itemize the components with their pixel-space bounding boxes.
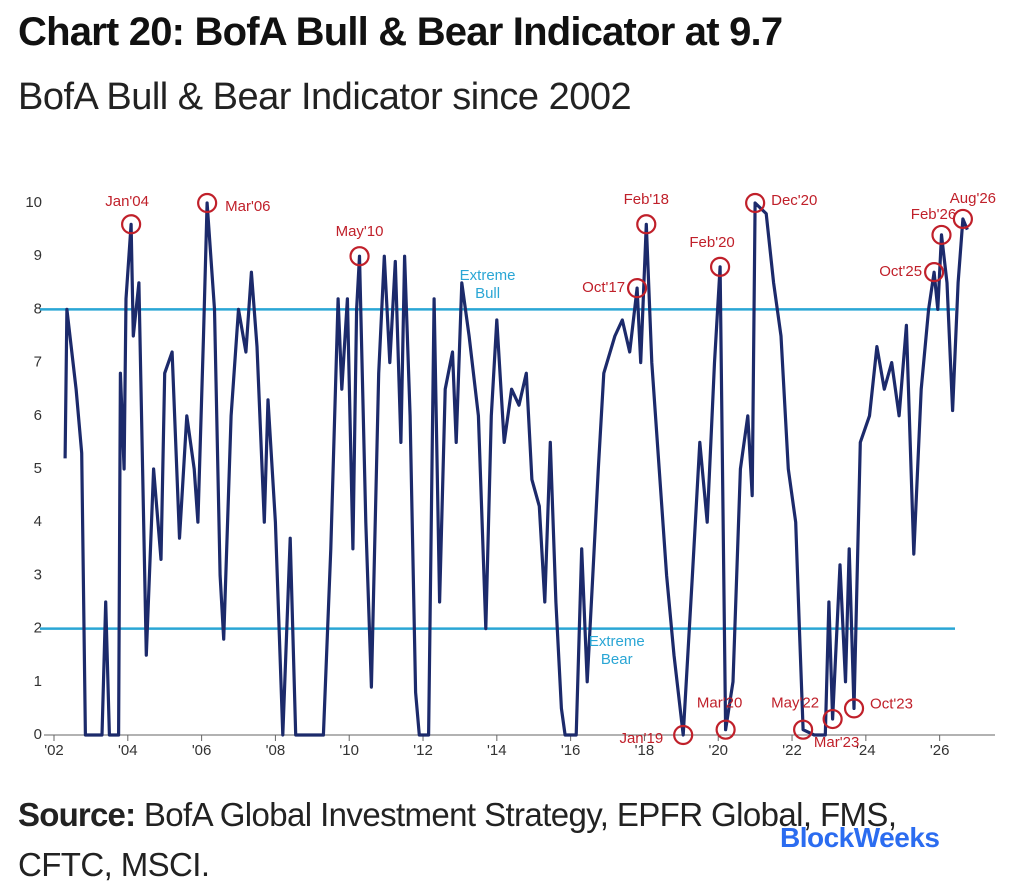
reference-label: Extreme Bull: [459, 267, 516, 303]
x-tick-label: '14: [487, 742, 507, 759]
annotation-label: May'10: [336, 223, 384, 240]
annotation-circle: [822, 708, 843, 730]
x-tick-label: '24: [856, 742, 876, 759]
annotation-label: Oct'23: [870, 695, 913, 712]
annotation-circle: [626, 278, 648, 299]
source-note: Source: BofA Global Investment Strategy,…: [18, 790, 978, 890]
annotation-label: Jan'04: [105, 193, 149, 210]
annotation-circle: [745, 192, 766, 214]
annotation-circle: [121, 214, 142, 235]
annotation-circle: [673, 724, 694, 746]
annotation-circle: [715, 719, 736, 740]
watermark: BlockWeeks: [780, 822, 940, 853]
annotation-label: Dec'20: [771, 192, 817, 209]
annotation-circle: [709, 256, 731, 277]
x-tick-label: '04: [118, 742, 138, 759]
annotation-circle: [924, 262, 945, 283]
annotation-circle: [636, 214, 657, 235]
x-tick-label: '12: [413, 742, 433, 759]
annotation-label: Feb'18: [624, 191, 669, 208]
x-tick-label: '18: [635, 742, 655, 759]
y-tick-label: 4: [34, 513, 42, 530]
annotation-label: Feb'26: [911, 206, 956, 223]
annotation-label: Oct'25: [879, 263, 922, 280]
annotation-circle: [952, 208, 973, 230]
y-tick-label: 2: [34, 620, 42, 637]
annotation-circle: [843, 698, 865, 719]
y-tick-label: 1: [34, 673, 42, 690]
source-label: Source:: [18, 796, 136, 833]
annotation-label: Mar'20: [697, 695, 742, 712]
x-tick-label: '02: [44, 742, 64, 759]
annotation-label: Mar'23: [814, 734, 859, 751]
x-tick-label: '08: [266, 742, 286, 759]
annotation-circle: [349, 246, 370, 267]
source-text: BofA Global Investment Strategy, EPFR Gl…: [18, 796, 897, 883]
annotation-circle: [931, 224, 952, 246]
y-tick-label: 6: [34, 407, 42, 424]
y-tick-label: 0: [34, 726, 42, 743]
x-tick-label: '16: [561, 742, 581, 759]
y-tick-label: 9: [34, 247, 42, 264]
annotation-label: Jan'19: [619, 730, 663, 747]
annotation-circle: [197, 192, 218, 214]
x-tick-label: '06: [192, 742, 212, 759]
annotation-circle: [793, 719, 814, 740]
y-tick-label: 3: [34, 566, 42, 583]
y-tick-label: 7: [34, 354, 42, 371]
annotation-label: Oct'17: [582, 279, 625, 296]
annotation-label: Mar'06: [225, 198, 270, 215]
y-tick-label: 10: [25, 194, 42, 211]
y-tick-label: 5: [34, 460, 42, 477]
reference-label: Extreme Bear: [588, 632, 645, 668]
x-tick-label: '10: [339, 742, 359, 759]
y-tick-label: 8: [34, 300, 42, 317]
chart-title: Chart 20: BofA Bull & Bear Indicator at …: [18, 10, 783, 54]
annotation-label: May'22: [771, 695, 819, 712]
x-tick-label: '22: [782, 742, 802, 759]
chart-subtitle: BofA Bull & Bear Indicator since 2002: [18, 76, 632, 118]
x-tick-label: '20: [708, 742, 728, 759]
annotation-label: Feb'20: [689, 234, 734, 251]
annotation-label: Aug'26: [950, 190, 996, 207]
x-tick-label: '26: [930, 742, 950, 759]
